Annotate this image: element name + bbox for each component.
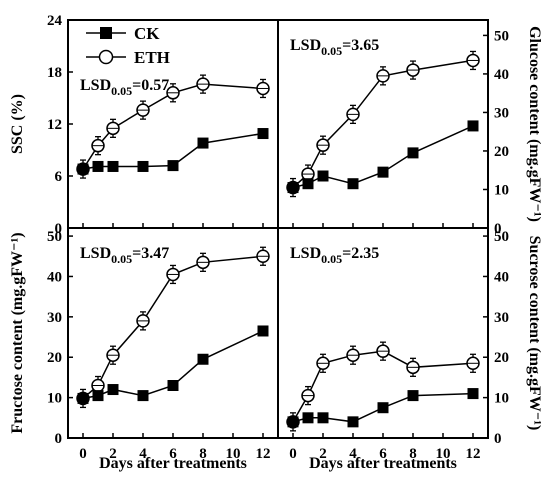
lsd-base: LSD xyxy=(290,37,321,54)
y-tick-label: 50 xyxy=(47,229,62,245)
data-point-ck xyxy=(302,178,314,190)
x-tick-label: 6 xyxy=(379,446,387,462)
y-tick-label: 18 xyxy=(47,65,62,81)
y-tick-label: 10 xyxy=(47,391,62,407)
data-point-ck xyxy=(317,170,329,182)
panel-bottom-left: 0 10 20 30 40 50 0 2 4 6 8 10 12 Fructose content (mg… xyxy=(9,229,271,462)
lsd-base: LSD xyxy=(80,77,111,94)
data-point-ck xyxy=(107,384,119,396)
x-tick-label: 8 xyxy=(409,446,417,462)
y-tick-label: 12 xyxy=(47,117,62,133)
data-point-ck xyxy=(302,412,314,424)
data-point-ck xyxy=(167,160,179,172)
x-axis-title: Days after treatments xyxy=(99,455,247,472)
x-tick-label: 2 xyxy=(109,446,117,462)
data-point-ck xyxy=(347,178,359,190)
x-tick-label: 4 xyxy=(139,446,147,462)
panel-top-right: 0 10 20 30 40 50 Glucose content (mg.gFW⁻¹) LSD… xyxy=(286,26,543,237)
data-point-ck xyxy=(137,160,149,172)
lsd-subscript: 0.05 xyxy=(111,252,132,266)
y-tick-label: 6 xyxy=(55,169,63,185)
y-tick-label: 20 xyxy=(494,350,509,366)
x-tick-label: 10 xyxy=(226,446,241,462)
y-axis-title: Fructose content (mg.gFW⁻¹) xyxy=(9,232,26,433)
legend-marker-ck xyxy=(100,27,112,39)
x-axis-title: Days after treatments xyxy=(309,455,457,472)
y-tick-label: 30 xyxy=(494,310,509,326)
lsd-subscript: 0.05 xyxy=(321,44,342,58)
x-tick-label: 6 xyxy=(169,446,177,462)
y-tick-label: 30 xyxy=(47,310,62,326)
x-tick-label: 0 xyxy=(289,446,297,462)
data-point-ck xyxy=(77,392,89,404)
data-point-ck xyxy=(197,137,209,149)
lsd-value: =3.65 xyxy=(342,37,379,54)
lsd-annotation: LSD0.05=2.35 xyxy=(290,245,379,266)
data-point-ck xyxy=(377,166,389,178)
y-tick-label: 0 xyxy=(55,431,63,447)
y-tick-label: 50 xyxy=(494,28,509,44)
data-point-ck xyxy=(467,120,479,132)
data-point-ck xyxy=(92,390,104,402)
legend-marker-eth xyxy=(98,49,114,65)
y-tick-label: 50 xyxy=(494,229,509,245)
y-axis-title: Sucrose content (mg.gFW⁻¹) xyxy=(526,236,543,431)
y-axis-title: Glucose content (mg.gFW⁻¹) xyxy=(526,26,543,222)
lsd-value: =3.47 xyxy=(132,245,169,262)
data-point-ck xyxy=(197,353,209,365)
lsd-subscript: 0.05 xyxy=(321,252,342,266)
data-point-ck xyxy=(107,160,119,172)
data-point-ck xyxy=(287,416,299,428)
data-point-ck xyxy=(467,388,479,400)
x-tick-label: 2 xyxy=(319,446,327,462)
x-tick-label: 12 xyxy=(466,446,481,462)
y-tick-label: 0 xyxy=(494,221,502,237)
y-tick-label: 20 xyxy=(494,144,509,160)
y-tick-label: 40 xyxy=(47,269,62,285)
y-tick-label: 0 xyxy=(55,221,63,237)
legend-label: CK xyxy=(134,24,160,43)
lsd-annotation: LSD0.05=3.65 xyxy=(290,37,379,58)
x-tick-label: 0 xyxy=(79,446,87,462)
lsd-base: LSD xyxy=(80,245,111,262)
data-point-ck xyxy=(257,128,269,140)
legend-label: ETH xyxy=(134,48,170,67)
legend: CK ETH xyxy=(86,24,170,67)
x-tick-label: 12 xyxy=(256,446,271,462)
panel-bottom-right: 0 10 20 30 40 50 0 2 4 6 8 10 12 Sucrose content (mg.… xyxy=(286,229,543,462)
data-point-ck xyxy=(317,412,329,424)
y-tick-label: 24 xyxy=(47,13,63,29)
lsd-value: =0.57 xyxy=(132,77,169,94)
data-point-ck xyxy=(167,380,179,391)
lsd-annotation: LSD0.05=3.47 xyxy=(80,245,169,266)
lsd-value: =2.35 xyxy=(342,245,379,262)
x-tick-label: 4 xyxy=(349,446,357,462)
data-point-ck xyxy=(377,402,389,414)
data-point-ck xyxy=(257,325,269,337)
lsd-annotation: LSD0.05=0.57 xyxy=(80,77,169,98)
x-tick-label: 10 xyxy=(436,446,451,462)
y-tick-label: 40 xyxy=(494,67,509,83)
y-tick-label: 0 xyxy=(494,431,502,447)
y-tick-label: 20 xyxy=(47,350,62,366)
data-point-ck xyxy=(77,163,89,175)
data-point-ck xyxy=(347,416,359,428)
lsd-base: LSD xyxy=(290,245,321,262)
y-tick-label: 40 xyxy=(494,269,509,285)
data-point-ck xyxy=(287,182,299,194)
data-point-ck xyxy=(137,390,149,402)
panel-top-left: 0 6 12 18 24 SSC (%) LSD0.05=0.57 xyxy=(9,13,270,237)
lsd-subscript: 0.05 xyxy=(111,84,132,98)
data-point-ck xyxy=(407,147,419,159)
data-point-ck xyxy=(407,390,419,402)
y-tick-label: 30 xyxy=(494,105,509,121)
y-tick-label: 10 xyxy=(494,182,509,198)
y-tick-label: 10 xyxy=(494,391,509,407)
y-axis-title: SSC (%) xyxy=(9,94,26,154)
data-point-ck xyxy=(92,160,104,172)
x-tick-label: 8 xyxy=(199,446,207,462)
